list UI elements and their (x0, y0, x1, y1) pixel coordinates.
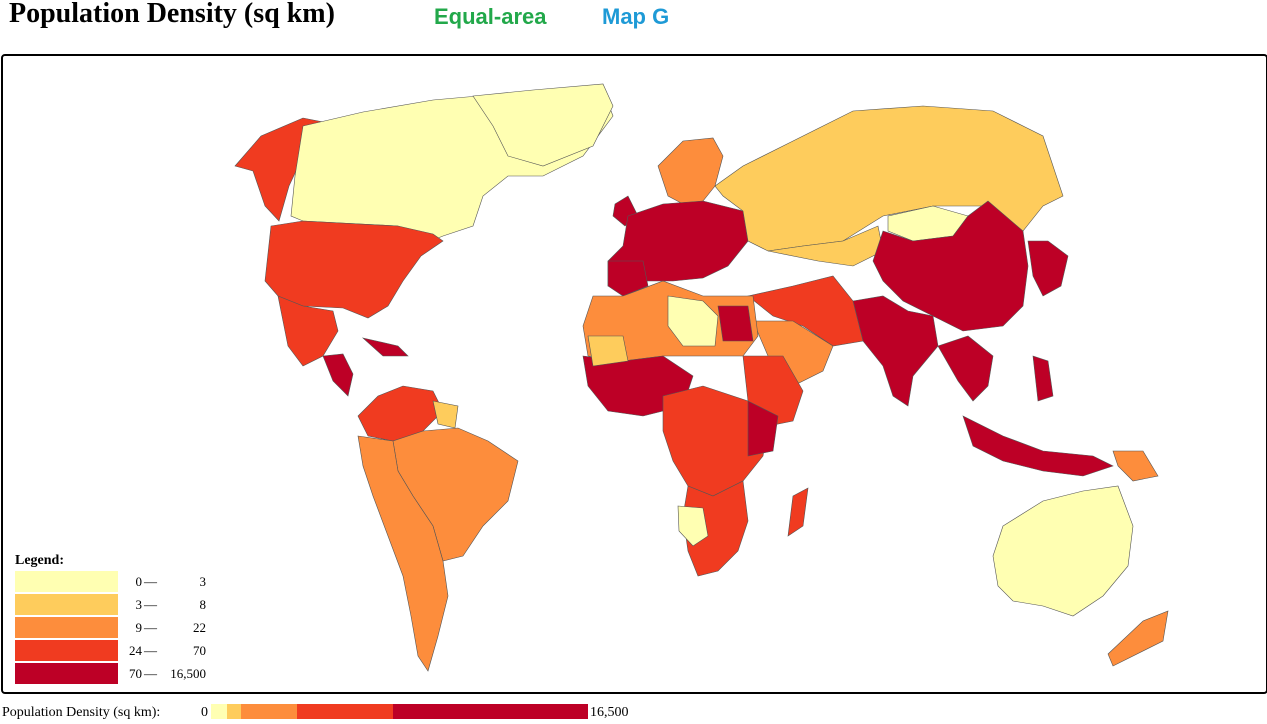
region-sahel[interactable] (587, 335, 629, 367)
region-central-america[interactable] (322, 353, 354, 397)
legend-high-2: 8 (199, 597, 207, 612)
region-india[interactable] (852, 295, 939, 407)
region-japan-korea[interactable] (1027, 240, 1069, 297)
legend-dash-3: — (144, 620, 157, 635)
legend-low-3: 9 (135, 620, 143, 635)
legend-high-4: 70 (193, 643, 206, 658)
region-greenland[interactable] (472, 83, 614, 167)
region-middle-east[interactable] (747, 275, 864, 347)
legend-low-4: 24 (129, 643, 142, 658)
legend-swatch-5 (15, 663, 118, 684)
region-australia[interactable] (992, 485, 1134, 617)
legend-row-5: 70 — 16,500 (15, 663, 215, 685)
legend-swatch-1 (15, 571, 118, 592)
region-philippines[interactable] (1032, 355, 1054, 402)
legend-high-3: 22 (193, 620, 206, 635)
region-egypt[interactable] (717, 305, 754, 342)
region-png[interactable] (1112, 450, 1159, 482)
legend-dash-2: — (144, 597, 157, 612)
region-mexico[interactable] (277, 295, 339, 367)
legend-swatch-4 (15, 640, 118, 661)
region-east-africa[interactable] (747, 400, 779, 457)
scale-min: 0 (201, 705, 208, 720)
map-frame: Legend: 0 — 3 3 — 8 9 — 22 24 — 70 70 (1, 54, 1267, 694)
region-guianas[interactable] (432, 400, 459, 429)
region-caribbean[interactable] (361, 337, 409, 357)
legend-swatch-2 (15, 594, 118, 615)
legend-low-2: 3 (135, 597, 143, 612)
legend-high-5: 16,500 (170, 666, 206, 681)
scale-segment-5 (393, 704, 588, 719)
equal-area-link[interactable]: Equal-area (434, 4, 547, 29)
world-map[interactable] (3, 56, 1266, 692)
legend-row-3: 9 — 22 (15, 617, 215, 639)
scale-max: 16,500 (590, 705, 629, 720)
region-madagascar[interactable] (787, 487, 809, 537)
region-libya[interactable] (667, 295, 719, 347)
legend-row-1: 0 — 3 (15, 571, 215, 593)
region-andes[interactable] (357, 435, 449, 672)
region-botswana-namibia[interactable] (677, 505, 709, 547)
scale-segment-4 (297, 704, 393, 719)
legend-low-1: 0 (135, 574, 143, 589)
legend-row-4: 24 — 70 (15, 640, 215, 662)
region-china[interactable] (872, 200, 1029, 332)
region-scandinavia[interactable] (657, 137, 724, 205)
header: Population Density (sq km) Equal-area Ma… (0, 0, 1267, 50)
region-southeast-asia[interactable] (937, 335, 994, 402)
scale-segment-1 (211, 704, 227, 719)
map-g-link[interactable]: Map G (602, 4, 670, 29)
region-new-zealand[interactable] (1107, 610, 1169, 667)
legend-swatch-3 (15, 617, 118, 638)
legend-low-5: 70 (129, 666, 142, 681)
scale-segment-3 (241, 704, 297, 719)
region-indonesia[interactable] (962, 415, 1114, 477)
legend-high-1: 3 (199, 574, 207, 589)
scale-segment-2 (227, 704, 241, 719)
legend: Legend: 0 — 3 3 — 8 9 — 22 24 — 70 70 (15, 553, 215, 686)
page-title: Population Density (sq km) (9, 0, 335, 29)
legend-row-2: 3 — 8 (15, 594, 215, 616)
scale-label: Population Density (sq km): (2, 705, 161, 720)
legend-dash-1: — (144, 574, 157, 589)
density-scale-bar: Population Density (sq km): 0 16,500 (0, 703, 700, 723)
legend-dash-5: — (144, 666, 157, 681)
legend-title: Legend: (15, 553, 64, 568)
legend-dash-4: — (144, 643, 157, 658)
